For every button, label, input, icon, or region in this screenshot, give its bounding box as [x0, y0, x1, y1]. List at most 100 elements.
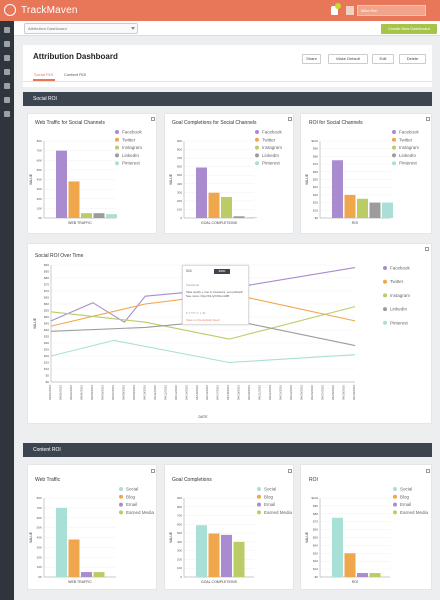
logo[interactable]: TrackMaven [21, 5, 78, 16]
x-tick-label: 04/02/2016 [58, 385, 62, 400]
bar-blog [68, 539, 80, 577]
x-tick-label: 04/24/2016 [289, 385, 293, 400]
tooltip-source: Facebook [186, 283, 200, 287]
edit-button[interactable]: Edit [372, 54, 394, 64]
y-tick-label: 50K [37, 526, 42, 530]
make-default-button[interactable]: Make Default [328, 54, 368, 64]
legend-swatch [255, 161, 259, 166]
x-axis-label: GOAL COMPLETIONS [201, 221, 238, 225]
sidebar-report-icon[interactable] [4, 83, 10, 89]
x-tick-label: 04/22/2016 [268, 385, 272, 400]
legend-swatch [257, 510, 261, 515]
x-tick-label: 04/23/2016 [279, 385, 283, 400]
notification-badge [335, 3, 341, 9]
y-tick-label: $30 [44, 341, 49, 345]
y-tick-label: $90 [313, 504, 318, 508]
x-tick-label: 04/07/2016 [111, 385, 115, 400]
expand-icon[interactable] [425, 247, 429, 251]
expand-icon[interactable] [426, 469, 430, 473]
legend-swatch [255, 137, 259, 142]
legend-item: LinkedIn [399, 153, 417, 158]
y-tick-label: $80 [313, 154, 318, 158]
y-tick-label: $70 [313, 520, 318, 524]
tab-content-roi[interactable]: Content ROI [64, 72, 87, 77]
y-tick-label: $0 [315, 575, 319, 579]
y-tick-label: 0K [38, 216, 42, 220]
legend-swatch [383, 320, 387, 325]
expand-icon[interactable] [288, 469, 292, 473]
card-title: Social ROI Over Time [35, 253, 84, 259]
y-tick-label: 20K [37, 555, 42, 559]
tooltip-text: Take slotify + zoo in investors; you pit… [186, 290, 243, 298]
legend-swatch [115, 153, 119, 158]
x-tick-label: 04/04/2016 [79, 385, 83, 400]
y-axis-label: VALUE [305, 173, 309, 185]
y-tick-label: $50 [313, 178, 318, 182]
activity-feed-link[interactable]: View on the Activity Feed [186, 318, 220, 322]
legend-item: Email [400, 502, 411, 507]
y-axis-label: VALUE [169, 531, 173, 543]
y-tick-label: 40K [37, 536, 42, 540]
create-dashboard-button[interactable]: Create New Dashboard [381, 24, 437, 34]
y-tick-label: $20 [44, 354, 49, 358]
sidebar-home-icon[interactable] [4, 27, 10, 33]
legend-item: Pinterest [390, 320, 409, 325]
bar-earned-media [369, 573, 381, 577]
sidebar-location-icon[interactable] [4, 111, 10, 117]
card-title: Goal Completions [172, 477, 212, 483]
expand-icon[interactable] [151, 117, 155, 121]
legend-item: Instagram [122, 145, 142, 150]
expand-icon[interactable] [151, 469, 155, 473]
y-tick-label: 200 [177, 199, 182, 203]
legend-item: Facebook [122, 130, 143, 135]
y-tick-label: 500 [177, 173, 182, 177]
legend-item: Twitter [390, 279, 404, 284]
bar-email [221, 534, 232, 577]
bar-instagram [221, 197, 232, 218]
share-button[interactable]: Share [302, 54, 321, 64]
y-tick-label: 400 [177, 182, 182, 186]
legend-item: Pinterest [122, 161, 141, 166]
y-tick-label: $80 [313, 512, 318, 516]
card-title: ROI for Social Channels [309, 120, 363, 126]
x-tick-label: 04/30/2016 [352, 385, 356, 400]
y-tick-label: 10K [37, 206, 42, 210]
legend-swatch [115, 145, 119, 150]
sidebar-chart-icon[interactable] [4, 69, 10, 75]
dashboard-select[interactable]: Attribution Dashboard [24, 23, 138, 34]
tab-social-roi[interactable]: Social ROI [34, 72, 54, 77]
avatar[interactable] [346, 6, 354, 15]
expand-icon[interactable] [426, 117, 430, 121]
y-tick-label: 100 [177, 207, 182, 211]
x-axis-label: DATE [198, 415, 208, 419]
sidebar-search-icon[interactable] [4, 41, 10, 47]
legend-item: Facebook [390, 266, 411, 271]
legend-item: Pinterest [399, 161, 418, 166]
expand-icon[interactable] [288, 117, 292, 121]
delete-button[interactable]: Delete [399, 54, 426, 64]
y-tick-label: 900 [177, 496, 182, 500]
chart-content-web-traffic: 0K 10K 20K 30K 40K 50K 60K 70K 80K WEB TRAFFIC VAL… [29, 487, 155, 585]
dashboard-header [23, 45, 432, 87]
x-tick-label: 04/15/2016 [195, 385, 199, 400]
bar-email [357, 573, 368, 577]
y-tick-label: 600 [177, 165, 182, 169]
y-tick-label: $5 [46, 374, 50, 378]
legend-swatch [383, 293, 387, 298]
legend-swatch [257, 494, 261, 499]
x-tick-label: 04/26/2016 [310, 385, 314, 400]
x-tick-label: 04/16/2016 [205, 385, 209, 400]
x-tick-label: 04/25/2016 [300, 385, 304, 400]
user-menu[interactable]: Mike Kim [357, 5, 426, 16]
bar-blog [208, 533, 220, 577]
sidebar-calendar-icon[interactable] [4, 97, 10, 103]
y-tick-label: $40 [313, 543, 318, 547]
notification-bell-icon[interactable] [331, 6, 338, 15]
y-tick-label: 800 [177, 505, 182, 509]
sidebar-feed-icon[interactable] [4, 55, 10, 61]
y-tick-label: 0 [180, 575, 182, 579]
y-tick-label: $70 [44, 289, 49, 293]
legend-item: Instagram [399, 145, 419, 150]
y-tick-label: $40 [313, 185, 318, 189]
y-tick-label: 300 [177, 549, 182, 553]
